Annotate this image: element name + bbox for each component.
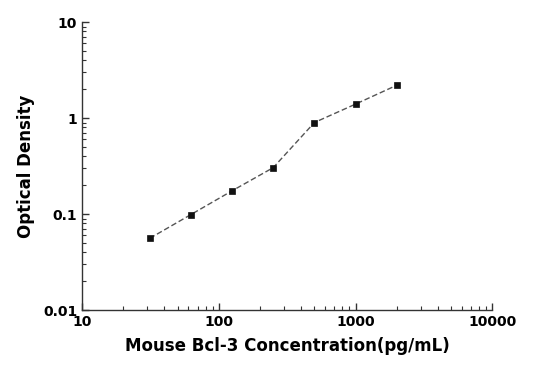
Y-axis label: Optical Density: Optical Density [17, 94, 35, 238]
X-axis label: Mouse Bcl-3 Concentration(pg/mL): Mouse Bcl-3 Concentration(pg/mL) [125, 337, 449, 355]
